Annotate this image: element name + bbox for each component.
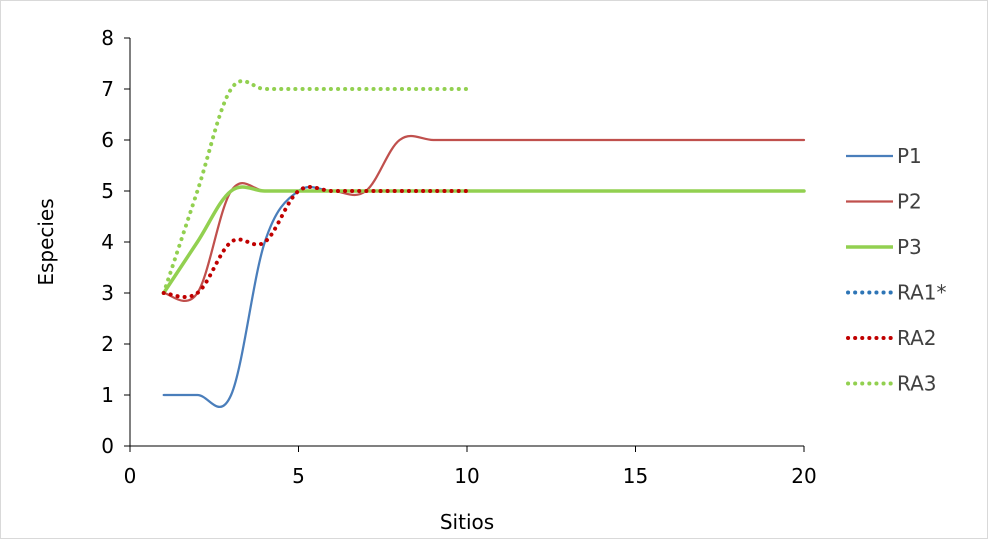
y-tick-label: 1 — [101, 383, 114, 407]
legend-label: RA1* — [897, 281, 947, 305]
axes-layer — [129, 38, 804, 447]
x-tick-label: 5 — [292, 464, 305, 488]
legend: P1 P2 P3 RA1* RA2 RA3 — [846, 144, 947, 396]
legend-label: RA2 — [897, 326, 937, 350]
series-line-p1 — [162, 185, 806, 408]
legend-item: RA2 — [846, 326, 937, 350]
legend-item: RA1* — [846, 281, 947, 305]
y-axis-title: Especies — [34, 198, 58, 285]
y-tick-label: 5 — [101, 179, 114, 203]
legend-label: P1 — [897, 144, 922, 168]
series-line-p2 — [162, 134, 806, 302]
y-tick-label: 7 — [101, 77, 114, 101]
series-line-ra2 — [161, 185, 469, 299]
x-tick-label: 10 — [454, 464, 479, 488]
x-tick-label: 20 — [791, 464, 816, 488]
legend-label: P3 — [897, 235, 922, 259]
x-tick-label: 15 — [623, 464, 648, 488]
y-tick-label: 6 — [101, 128, 114, 152]
y-tick-label: 2 — [101, 332, 114, 356]
x-tick-label: 0 — [124, 464, 137, 488]
y-tick-label: 0 — [101, 434, 114, 458]
legend-item: P3 — [846, 235, 922, 259]
legend-item: RA3 — [846, 372, 937, 396]
x-axis-title: Sitios — [440, 510, 494, 534]
y-tick-label: 3 — [101, 281, 114, 305]
legend-label: P2 — [897, 190, 922, 214]
legend-item: P2 — [846, 190, 922, 214]
y-tick-label: 8 — [101, 26, 114, 50]
y-tick-label: 4 — [101, 230, 114, 254]
series-layer — [161, 79, 806, 408]
legend-label: RA3 — [897, 372, 937, 396]
series-line-ra3 — [161, 79, 469, 295]
legend-item: P1 — [846, 144, 922, 168]
series-line-p3 — [161, 185, 806, 295]
y-ticks: 0 1 2 3 4 5 6 7 8 — [101, 26, 130, 458]
x-ticks: 0 5 10 15 20 — [124, 446, 817, 488]
